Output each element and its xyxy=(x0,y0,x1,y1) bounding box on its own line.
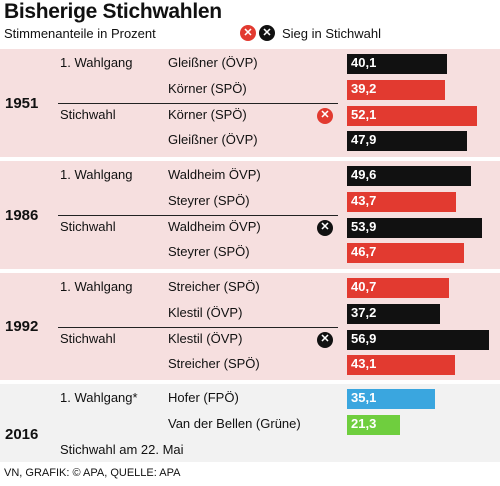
round-divider xyxy=(58,214,338,216)
candidate-label: Steyrer (SPÖ) xyxy=(168,192,250,208)
legend-label: Sieg in Stichwahl xyxy=(282,25,381,41)
round-label: Stichwahl xyxy=(60,106,116,122)
candidate-label: Steyrer (SPÖ) xyxy=(168,244,250,260)
candidate-label: Körner (SPÖ) xyxy=(168,80,247,96)
candidate-label: Streicher (SPÖ) xyxy=(168,356,260,372)
bar-value-label: 21,3 xyxy=(351,415,377,431)
election-year: 2016 xyxy=(5,426,39,443)
bar-value-label: 53,9 xyxy=(351,218,377,234)
round-label: 1. Wahlgang xyxy=(60,55,133,70)
candidate-label: Gleißner (ÖVP) xyxy=(168,132,258,148)
bar-mark: 40,1 xyxy=(347,54,447,74)
round-label: Stichwahl xyxy=(60,218,116,234)
bar-mark: 40,7 xyxy=(347,278,449,298)
bar-mark: 47,9 xyxy=(347,131,467,152)
bar-value-label: 49,6 xyxy=(351,167,377,182)
candidate-label: Waldheim ÖVP) xyxy=(168,167,261,182)
candidate-label: Waldheim ÖVP) xyxy=(168,218,261,234)
candidate-label: Hofer (FPÖ) xyxy=(168,390,239,405)
round-label: Stichwahl xyxy=(60,330,116,346)
bar-value-label: 43,7 xyxy=(351,192,377,208)
bar-value-label: 37,2 xyxy=(351,304,377,320)
bar-value-label: 35,1 xyxy=(351,390,377,405)
bar-value-label: 40,1 xyxy=(351,55,377,70)
legend-black-cross-icon: ✕ xyxy=(259,25,275,41)
legend: ✕ ✕ Sieg in Stichwahl xyxy=(240,23,381,43)
bar-value-label: 46,7 xyxy=(351,244,377,260)
bar-mark: 49,6 xyxy=(347,166,471,186)
candidate-label: Streicher (SPÖ) xyxy=(168,279,260,294)
election-block-2016: 2016 1. Wahlgang* Hofer (FPÖ) 35,1 Van der B… xyxy=(0,384,500,462)
bar-mark: 52,1 xyxy=(347,105,477,126)
round-divider xyxy=(58,102,338,104)
bar-mark: 35,1 xyxy=(347,389,435,409)
election-year: 1986 xyxy=(5,207,39,224)
candidate-label: Gleißner (ÖVP) xyxy=(168,55,258,70)
round-label: 1. Wahlgang* xyxy=(60,390,138,405)
candidate-label: Van der Bellen (Grüne) xyxy=(168,415,301,431)
chart-subtitle: Stimmenanteile in Prozent xyxy=(4,26,156,41)
bar-value-label: 43,1 xyxy=(351,356,377,372)
candidate-label: Klestil (ÖVP) xyxy=(168,330,243,346)
bar-mark: 46,7 xyxy=(347,243,464,264)
round-label: Stichwahl am 22. Mai xyxy=(60,441,184,457)
round-divider xyxy=(58,326,338,328)
bar-value-label: 52,1 xyxy=(351,106,377,122)
bar-mark: 56,9 xyxy=(347,329,489,350)
election-block-1992: 1992 1. Wahlgang Streicher (SPÖ) 40,7 Klesti… xyxy=(0,273,500,380)
bar-mark: 43,7 xyxy=(347,191,456,212)
legend-red-cross-icon: ✕ xyxy=(240,25,256,41)
bar-mark: 39,2 xyxy=(347,79,445,100)
candidate-label: Körner (SPÖ) xyxy=(168,106,247,122)
bar-value-label: 40,7 xyxy=(351,279,377,294)
candidate-label: Klestil (ÖVP) xyxy=(168,304,243,320)
source-note: VN, GRAFIK: © APA, QUELLE: APA xyxy=(4,467,181,479)
election-year: 1992 xyxy=(5,318,39,335)
chart-title: Bisherige Stichwahlen xyxy=(4,0,222,23)
bar-mark: 43,1 xyxy=(347,355,455,376)
winner-cross-icon: ✕ xyxy=(317,331,333,348)
winner-cross-icon: ✕ xyxy=(317,219,333,236)
election-block-1951: 1951 1. Wahlgang Gleißner (ÖVP) 40,1 Körner … xyxy=(0,49,500,157)
round-label: 1. Wahlgang xyxy=(60,167,133,182)
election-year: 1951 xyxy=(5,95,39,112)
bar-value-label: 39,2 xyxy=(351,80,377,96)
bar-mark: 37,2 xyxy=(347,303,440,324)
bar-mark: 21,3 xyxy=(347,414,400,435)
round-label: 1. Wahlgang xyxy=(60,279,133,294)
election-block-1986: 1986 1. Wahlgang Waldheim ÖVP) 49,6 Steyrer … xyxy=(0,161,500,269)
bar-value-label: 56,9 xyxy=(351,330,377,346)
bar-mark: 53,9 xyxy=(347,217,482,238)
winner-cross-icon: ✕ xyxy=(317,107,333,124)
bar-value-label: 47,9 xyxy=(351,132,377,148)
